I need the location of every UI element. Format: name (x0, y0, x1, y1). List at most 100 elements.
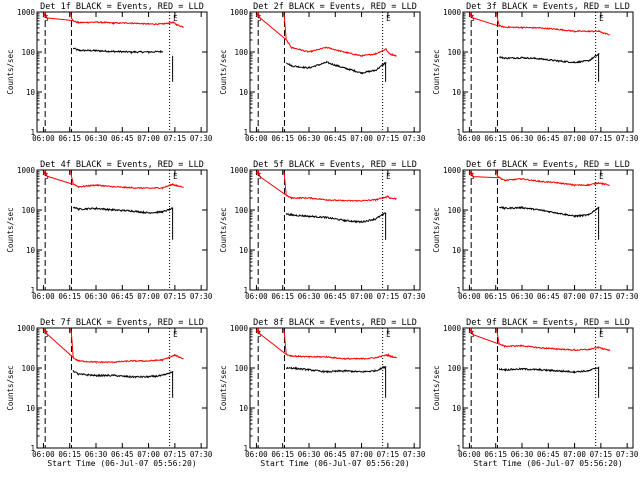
panel-det-1: Det 1f BLACK = Events, RED = LLD 1 10 100 10… (6, 2, 213, 143)
y-tick-label: 10 (26, 88, 36, 97)
y-tick-label: 10 (452, 88, 462, 97)
plot-frame (36, 11, 208, 133)
y-tick-label: 100 (447, 206, 461, 215)
y-tick-label: 1 (243, 444, 248, 453)
x-tick-label: 06:15 (484, 292, 507, 301)
x-tick-label: 06:00 (32, 134, 55, 143)
x-tick-label: 06:30 (298, 292, 321, 301)
end-marker: E (386, 330, 391, 339)
x-tick-label: 06:15 (484, 450, 507, 459)
x-axis-label: Start Time (06-Jul-07 05:56:20) (47, 459, 196, 468)
x-tick-label: 06:30 (85, 134, 108, 143)
y-axis-label: Counts/sec (6, 207, 15, 252)
lld-series-line (469, 329, 611, 352)
plot-frame (249, 11, 421, 133)
x-tick-label: 06:45 (537, 292, 560, 301)
y-tick-label: 10 (26, 246, 36, 255)
x-tick-label: 06:15 (271, 134, 294, 143)
x-tick-label: 06:45 (324, 134, 347, 143)
y-tick-label: 100 (21, 206, 35, 215)
lld-start-spike (70, 12, 74, 22)
x-tick-label: 07:00 (350, 450, 373, 459)
lld-series-line (255, 171, 397, 203)
x-tick-label: 06:45 (324, 450, 347, 459)
x-tick-label: 07:00 (137, 450, 160, 459)
panel-title: Det 7f BLACK = Events, RED = LLD (40, 318, 204, 328)
x-tick-label: 07:30 (190, 134, 213, 143)
lld-series-line (255, 329, 397, 361)
panel-title: Det 9f BLACK = Events, RED = LLD (466, 318, 630, 328)
events-series-line (285, 211, 387, 224)
x-tick-label: 06:15 (58, 292, 81, 301)
y-tick-label: 1 (30, 444, 35, 453)
x-tick-label: 06:15 (58, 450, 81, 459)
x-tick-label: 07:30 (403, 134, 426, 143)
x-tick-label: 06:45 (324, 292, 347, 301)
end-marker: E (599, 14, 604, 23)
x-tick-label: 06:30 (85, 450, 108, 459)
events-series-line (498, 206, 600, 218)
y-tick-label: 10 (239, 246, 249, 255)
x-tick-label: 06:45 (111, 292, 134, 301)
y-axis-label: Counts/sec (6, 365, 15, 410)
panel-title: Det 2f BLACK = Events, RED = LLD (253, 2, 417, 12)
end-marker: E (173, 14, 178, 23)
start-marker: S (44, 14, 49, 23)
start-marker: S (257, 330, 262, 339)
x-tick-label: 07:15 (590, 450, 613, 459)
x-tick-label: 06:00 (32, 292, 55, 301)
y-tick-label: 1000 (17, 166, 36, 175)
x-tick-label: 06:30 (511, 292, 534, 301)
lld-series-line (256, 13, 397, 58)
y-tick-label: 10 (26, 404, 36, 413)
x-tick-label: 07:30 (403, 292, 426, 301)
x-tick-label: 07:00 (350, 134, 373, 143)
x-tick-label: 07:30 (190, 450, 213, 459)
panel-title: Det 1f BLACK = Events, RED = LLD (40, 2, 204, 12)
x-tick-label: 06:00 (245, 292, 268, 301)
y-tick-label: 10 (239, 404, 249, 413)
x-tick-label: 07:15 (164, 450, 187, 459)
x-tick-label: 06:30 (298, 134, 321, 143)
y-axis-label: Counts/sec (432, 365, 441, 410)
lld-series-line (468, 13, 610, 36)
lld-series-line (43, 329, 184, 365)
x-tick-label: 06:30 (298, 450, 321, 459)
x-tick-label: 06:15 (58, 134, 81, 143)
y-tick-label: 1000 (17, 8, 36, 17)
y-tick-label: 1 (456, 128, 461, 137)
y-axis-label: Counts/sec (219, 207, 228, 252)
events-series-line (498, 52, 600, 64)
y-tick-label: 100 (234, 48, 248, 57)
lld-start-spike (496, 328, 500, 345)
y-axis-label: Counts/sec (6, 49, 15, 94)
x-tick-label: 06:00 (458, 292, 481, 301)
x-tick-label: 06:00 (245, 450, 268, 459)
x-tick-label: 07:00 (137, 292, 160, 301)
end-marker: E (386, 14, 391, 23)
plot-frame (36, 169, 208, 291)
y-tick-label: 1000 (443, 166, 462, 175)
panel-det-9: Det 9f BLACK = Events, RED = LLD 1 10 100 10… (432, 318, 639, 468)
end-marker: E (173, 172, 178, 181)
x-tick-label: 07:15 (590, 134, 613, 143)
x-axis-label: Start Time (06-Jul-07 05:56:20) (473, 459, 622, 468)
y-tick-label: 1000 (17, 324, 36, 333)
events-series-line (72, 206, 174, 215)
y-tick-label: 1 (30, 128, 35, 137)
end-marker: E (599, 172, 604, 181)
y-tick-label: 100 (21, 48, 35, 57)
x-tick-label: 07:15 (590, 292, 613, 301)
y-axis-label: Counts/sec (219, 49, 228, 94)
x-axis-label: Start Time (06-Jul-07 05:56:20) (260, 459, 409, 468)
y-tick-label: 1000 (443, 8, 462, 17)
y-tick-label: 1000 (230, 324, 249, 333)
panel-det-8: Det 8f BLACK = Events, RED = LLD 1 10 100 10… (219, 318, 426, 468)
lld-series-line (42, 13, 184, 28)
x-tick-label: 07:15 (377, 134, 400, 143)
x-tick-label: 06:30 (511, 450, 534, 459)
events-series-line (285, 60, 387, 75)
x-tick-label: 06:00 (458, 450, 481, 459)
x-tick-label: 07:30 (616, 134, 639, 143)
